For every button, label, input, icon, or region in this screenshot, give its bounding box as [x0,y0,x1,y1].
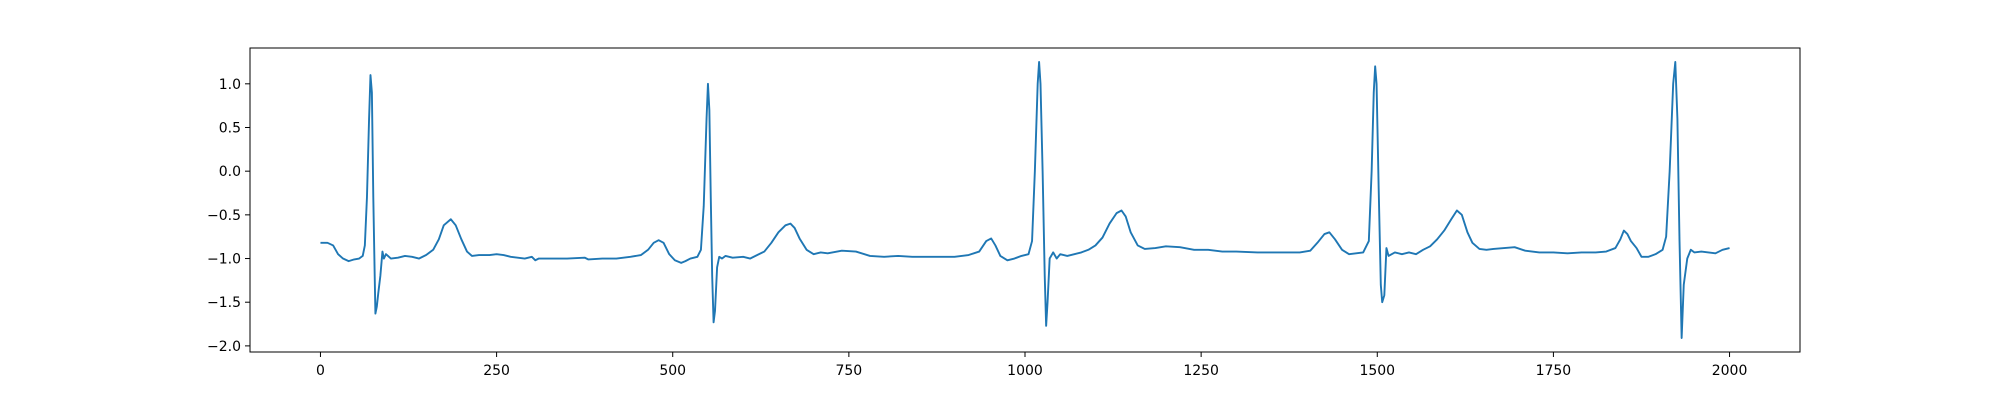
x-tick-label: 2000 [1712,363,1748,379]
x-tick-label: 1000 [1007,363,1043,379]
y-tick-label: 0.5 [219,120,241,136]
x-tick-label: 1250 [1183,363,1219,379]
y-tick-label: −0.5 [207,208,241,224]
y-tick-label: −2.0 [207,339,241,355]
y-tick-label: 0.0 [219,164,241,180]
x-tick-label: 1750 [1536,363,1572,379]
x-tick-label: 500 [659,363,686,379]
x-tick-label: 0 [316,363,325,379]
x-tick-label: 1500 [1359,363,1395,379]
series-line [320,61,1730,339]
x-tick-label: 250 [483,363,510,379]
y-tick-label: 1.0 [219,77,241,93]
y-tick-label: −1.5 [207,295,241,311]
x-tick-label: 750 [835,363,862,379]
plot-frame [249,47,1801,353]
y-tick-label: −1.0 [207,252,241,268]
